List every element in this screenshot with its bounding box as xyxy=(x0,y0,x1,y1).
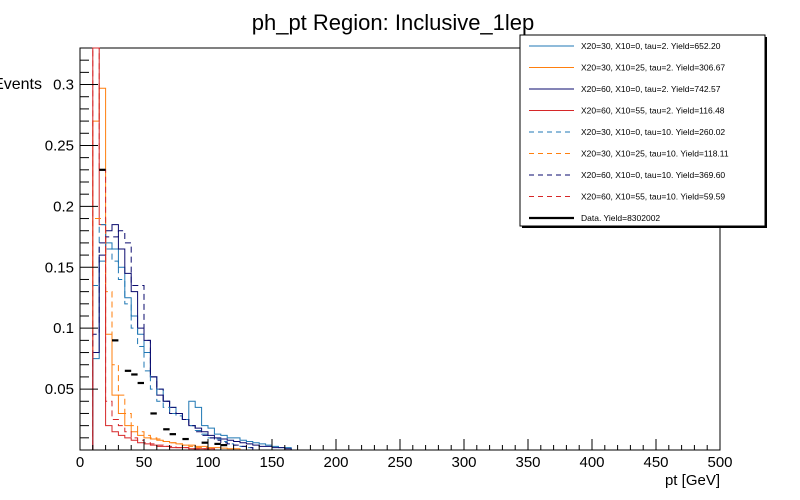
x-tick-label: 300 xyxy=(451,454,476,471)
plot-area: 0 50 100 150 200 250 300 350 400 450 500 0.050.10.… xyxy=(45,47,733,471)
x-tick-label: 250 xyxy=(387,454,412,471)
legend: X20=30, X10=0, tau=2. Yield=652.20 X20=30… xyxy=(519,34,767,228)
y-tick-label: 0.3 xyxy=(53,77,74,94)
legend-shadow-bottom xyxy=(522,226,767,228)
y-tick-label: 0.2 xyxy=(53,198,74,215)
x-tick-label: 150 xyxy=(259,454,284,471)
legend-label: X20=60, X10=0, tau=10. Yield=369.60 xyxy=(581,170,725,180)
legend-entries: X20=30, X10=0, tau=2. Yield=652.20 X20=30… xyxy=(529,41,729,223)
legend-label: X20=30, X10=0, tau=2. Yield=652.20 xyxy=(581,41,721,51)
x-axis-label: pt [GeV] xyxy=(665,472,720,489)
x-tick-label: 0 xyxy=(76,454,84,471)
legend-label: X20=30, X10=25, tau=10. Yield=118.11 xyxy=(581,149,729,159)
legend-box xyxy=(519,34,766,227)
series-layer xyxy=(86,47,292,451)
legend-label: X20=60, X10=55, tau=2. Yield=116.48 xyxy=(581,106,725,116)
x-axis-ticks: 0 50 100 150 200 250 300 350 400 450 500 xyxy=(76,439,733,471)
x-tick-label: 350 xyxy=(515,454,540,471)
legend-label: Data. Yield=8302002 xyxy=(581,213,660,223)
y-axis-label: Events xyxy=(0,76,42,93)
y-tick-label: 0.25 xyxy=(45,137,74,154)
y-tick-label: 0.1 xyxy=(53,320,74,337)
y-tick-label: 0.05 xyxy=(45,381,74,398)
series-line-x20-30-x10-25-tau-10-yield-118-11 xyxy=(86,218,215,451)
chart-title: ph_pt Region: Inclusive_1lep xyxy=(252,10,535,35)
y-axis-ticks: 0.05 0.1 0.15 0.2 0.25 0.3 xyxy=(45,59,98,439)
series-line-x20-30-x10-0-tau-2-yield-652-20 xyxy=(86,242,292,451)
x-tick-label: 50 xyxy=(136,454,153,471)
x-tick-label: 200 xyxy=(323,454,348,471)
legend-shadow-right xyxy=(765,37,767,228)
x-tick-label: 400 xyxy=(579,454,604,471)
x-tick-label: 100 xyxy=(195,454,220,471)
legend-label: X20=30, X10=0, tau=10. Yield=260.02 xyxy=(581,127,725,137)
series-line-x20-60-x10-0-tau-10-yield-369-60 xyxy=(86,230,254,451)
data-points-layer xyxy=(99,168,228,447)
y-tick-label: 0.15 xyxy=(45,259,74,276)
x-tick-label: 450 xyxy=(643,454,668,471)
legend-label: X20=60, X10=55, tau=10. Yield=59.59 xyxy=(581,192,725,202)
legend-label: X20=60, X10=0, tau=2. Yield=742.57 xyxy=(581,84,721,94)
x-tick-label: 500 xyxy=(707,454,732,471)
legend-label: X20=30, X10=25, tau=2. Yield=306.67 xyxy=(581,63,725,73)
series-line-x20-30-x10-0-tau-10-yield-260-02 xyxy=(86,224,254,451)
